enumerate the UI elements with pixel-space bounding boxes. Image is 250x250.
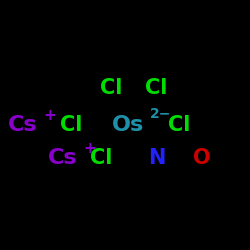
Text: Cl: Cl [168,115,190,135]
Text: Cl: Cl [60,115,82,135]
Text: Os: Os [112,115,144,135]
Text: Cl: Cl [100,78,122,98]
Text: 2−: 2− [150,107,172,121]
Text: N: N [148,148,166,168]
Text: Cs: Cs [8,115,38,135]
Text: O: O [193,148,210,168]
Text: +: + [43,108,56,123]
Text: Cs: Cs [48,148,78,168]
Text: Cl: Cl [145,78,168,98]
Text: Cl: Cl [90,148,112,168]
Text: +: + [83,141,96,156]
